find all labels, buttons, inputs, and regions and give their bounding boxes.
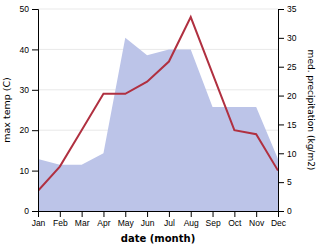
y-tick: 10 (20, 166, 38, 176)
tick-label: 5 (287, 177, 292, 187)
tick-label: 0 (24, 206, 29, 216)
area (38, 38, 278, 211)
y-tick: 30 (20, 85, 38, 95)
x-tick: Apr (97, 211, 110, 228)
x-tick: Jan (32, 211, 46, 228)
tick-mark (256, 211, 257, 217)
y2-axis: 0 5 10 15 20 25 30 35 (278, 4, 297, 216)
tick-label: 15 (287, 120, 297, 130)
x-tick: Jul (164, 211, 175, 228)
x-tick: Jun (141, 211, 155, 228)
tick-label: Oct (228, 218, 242, 228)
marks (38, 17, 278, 211)
axis-line (279, 10, 285, 212)
y2-tick: 15 (278, 120, 297, 130)
tick-mark (32, 130, 38, 131)
x-axis: Jan Feb Mar Apr May Jun Jul Aug Sep Oct Nov Dec (32, 211, 287, 228)
tick-mark (213, 211, 214, 217)
y2-tick: 10 (278, 149, 297, 159)
tick-label: Apr (97, 218, 110, 228)
tick-label: Aug (184, 218, 199, 228)
x-tick: Dec (271, 211, 287, 228)
y2-tick: 0 (278, 206, 292, 216)
tick-label: 20 (287, 91, 297, 101)
tick-mark (169, 211, 170, 217)
tick-label: 20 (20, 125, 30, 135)
tick-mark (60, 211, 61, 217)
y-tick: 0 (24, 206, 38, 216)
tick-label: 10 (20, 166, 30, 176)
tick-mark (278, 9, 284, 10)
tick-label: Nov (249, 218, 265, 228)
y2-tick: 30 (278, 33, 297, 43)
x-axis-title: date (month) (121, 233, 195, 244)
x-tick: Aug (184, 211, 199, 228)
tick-mark (32, 171, 38, 172)
tick-mark (103, 211, 104, 217)
tick-mark (147, 211, 148, 217)
line (38, 17, 278, 191)
tick-mark (278, 182, 284, 183)
y-tick: 40 (20, 45, 38, 55)
x-tick: Sep (205, 211, 220, 228)
y2-axis-title: med. precipitation (kg/m2) (306, 50, 316, 171)
tick-mark (191, 211, 192, 217)
tick-mark (32, 90, 38, 91)
tick-mark (278, 124, 284, 125)
grid (38, 9, 278, 211)
y2-tick: 25 (278, 62, 297, 72)
tick-mark (278, 96, 284, 97)
plot-area: JanFebMarAprMayJunJulAugSepOctNovDec0102… (20, 4, 297, 228)
tick-label: Feb (53, 218, 68, 228)
axis-line (39, 212, 279, 218)
x-tick: May (118, 211, 135, 228)
tick-label: 30 (20, 85, 30, 95)
y2-tick: 5 (278, 177, 292, 187)
x-tick: Oct (228, 211, 242, 228)
tick-label: Dec (271, 218, 287, 228)
grid-line (38, 9, 278, 10)
tick-label: 50 (20, 4, 30, 14)
tick-mark (125, 211, 126, 217)
tick-mark (32, 9, 38, 10)
tick-label: Jan (32, 218, 46, 228)
tick-label: May (118, 218, 135, 228)
chart: JanFebMarAprMayJunJulAugSepOctNovDec0102… (0, 0, 318, 247)
tick-label: 0 (287, 206, 292, 216)
tick-mark (278, 153, 284, 154)
tick-label: Jun (141, 218, 155, 228)
tick-mark (32, 49, 38, 50)
tick-mark (234, 211, 235, 217)
tick-mark (32, 211, 38, 212)
tick-label: Jul (164, 218, 175, 228)
tick-mark (278, 211, 284, 212)
tick-mark (278, 38, 284, 39)
tick-label: Sep (205, 218, 220, 228)
tick-label: 40 (20, 45, 30, 55)
y2-tick: 35 (278, 4, 297, 14)
x-tick: Mar (75, 211, 90, 228)
y2-tick: 20 (278, 91, 297, 101)
y-tick: 50 (20, 4, 38, 14)
y-axis: 0 10 20 30 40 50 (20, 4, 39, 216)
y-axis-title: max temp (C) (1, 77, 12, 143)
tick-mark (278, 67, 284, 68)
tick-label: 35 (287, 4, 297, 14)
x-tick: Feb (53, 211, 68, 228)
grid-line (38, 49, 278, 50)
tick-label: 30 (287, 33, 297, 43)
x-tick: Nov (249, 211, 265, 228)
tick-label: 25 (287, 62, 297, 72)
tick-label: Mar (75, 218, 90, 228)
axis-line (32, 10, 39, 212)
tick-mark (82, 211, 83, 217)
tick-label: 10 (287, 149, 297, 159)
y-tick: 20 (20, 125, 38, 135)
